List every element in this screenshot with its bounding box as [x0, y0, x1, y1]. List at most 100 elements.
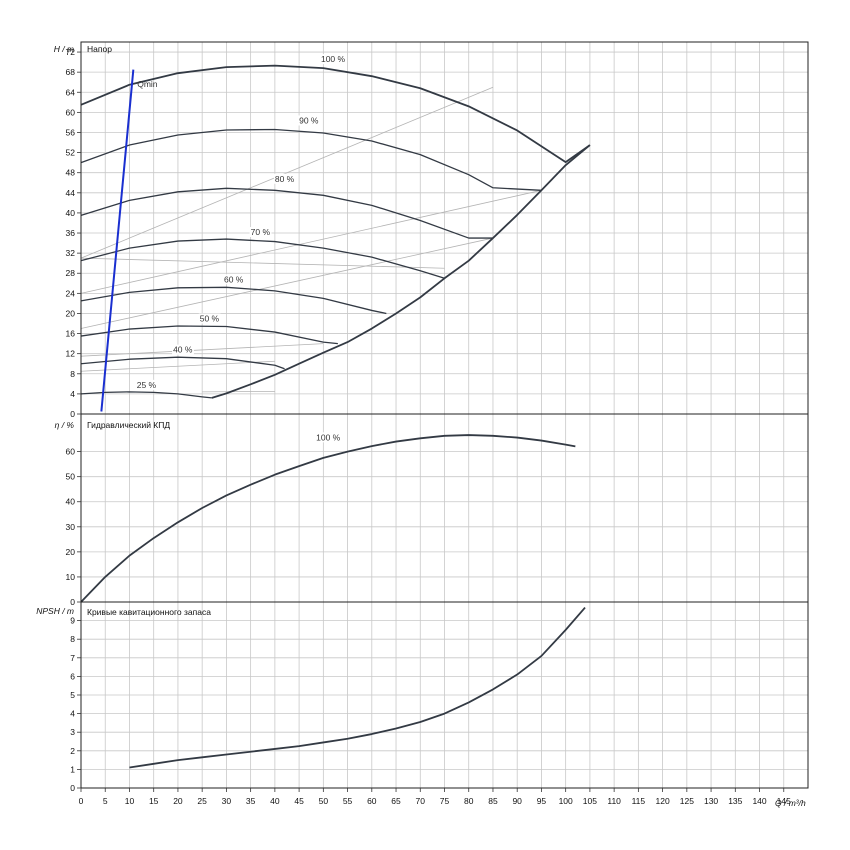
y-tick-label: 40	[66, 497, 76, 507]
y-tick-label: 52	[66, 148, 76, 158]
curve-label: 100 %	[316, 432, 341, 442]
curve-label: Qmin	[137, 79, 158, 89]
speed-curve-70	[80, 238, 445, 279]
y-tick-label: 12	[66, 349, 76, 359]
x-tick-label: 100	[559, 796, 573, 806]
x-tick-label: 40	[270, 796, 280, 806]
curve-label-background	[172, 344, 194, 355]
y-tick-label: 28	[66, 268, 76, 278]
x-tick-label: 10	[125, 796, 135, 806]
efficiency-panel-title: Гидравлический КПД	[87, 420, 170, 430]
y-tick-label: 4	[70, 709, 75, 719]
efficiency-guide-lines	[80, 86, 542, 393]
envelope-curve	[211, 144, 591, 399]
head-axis-label: H / m	[54, 44, 74, 54]
efficiency-curve	[80, 434, 576, 603]
curve-labels: 100 % 90 % 80 % 70 % 60 % 50 % 40 % 25 % Qmin 100…	[135, 54, 347, 443]
x-tick-label: 25	[197, 796, 207, 806]
x-tick-label: 105	[583, 796, 597, 806]
speed-curve-50	[80, 325, 338, 345]
speed-curve-60	[80, 286, 387, 315]
curve-label-background	[319, 54, 347, 65]
speed-curve-90	[80, 128, 542, 191]
curve-label-background	[273, 173, 296, 184]
curve-label: 25 %	[137, 380, 157, 390]
y-tick-label: 56	[66, 127, 76, 137]
x-tick-label: 30	[222, 796, 232, 806]
curves	[80, 64, 591, 769]
tick-labels: 0481216202428323640444852566064687201020…	[66, 47, 792, 806]
x-tick-label: 80	[464, 796, 474, 806]
x-tick-label: 60	[367, 796, 377, 806]
y-tick-label: 64	[66, 87, 76, 97]
x-tick-label: 55	[343, 796, 353, 806]
efficiency-guide-line	[80, 257, 445, 269]
curve-label: 50 %	[200, 314, 220, 324]
y-tick-label: 16	[66, 329, 76, 339]
y-tick-label: 60	[66, 107, 76, 117]
x-tick-label: 110	[607, 796, 621, 806]
x-tick-label: 120	[656, 796, 670, 806]
x-tick-label: 35	[246, 796, 256, 806]
y-tick-label: 6	[70, 671, 75, 681]
y-tick-label: 72	[66, 47, 76, 57]
y-tick-label: 24	[66, 288, 76, 298]
y-tick-label: 20	[66, 547, 76, 557]
y-tick-label: 9	[70, 616, 75, 626]
x-tick-label: 125	[680, 796, 694, 806]
curve-label-background	[198, 313, 221, 324]
curve-label-background	[298, 115, 320, 126]
npsh-panel-title: Кривые кавитационного запаса	[87, 607, 211, 617]
x-tick-label: 75	[440, 796, 450, 806]
x-tick-label: 15	[149, 796, 159, 806]
curve-label: 40 %	[173, 345, 193, 355]
npsh-axis-label: NPSH / m	[36, 606, 74, 616]
curve-label: 70 %	[251, 227, 271, 237]
efficiency-guide-line	[202, 390, 275, 393]
x-tick-label: 135	[728, 796, 742, 806]
y-tick-label: 8	[70, 634, 75, 644]
y-tick-label: 5	[70, 690, 75, 700]
y-tick-label: 10	[66, 572, 76, 582]
efficiency-guide-line	[80, 189, 542, 294]
y-tick-label: 2	[70, 746, 75, 756]
x-tick-label: 65	[391, 796, 401, 806]
efficiency-axis-label: η / %	[55, 420, 75, 430]
x-tick-label: 50	[319, 796, 329, 806]
curve-label-background	[222, 274, 245, 285]
speed-curve-80	[80, 187, 493, 239]
y-tick-label: 0	[70, 409, 75, 419]
y-tick-label: 1	[70, 764, 75, 774]
x-tick-label: 70	[416, 796, 426, 806]
x-tick-label: 0	[79, 796, 84, 806]
x-tick-label: 140	[752, 796, 766, 806]
curve-label-background	[249, 227, 272, 238]
x-tick-label: 20	[173, 796, 183, 806]
qmin-line	[100, 69, 135, 412]
efficiency-guide-line	[80, 360, 275, 372]
curve-label-background	[315, 432, 342, 443]
y-tick-label: 68	[66, 67, 76, 77]
speed-curve-40	[80, 356, 285, 370]
efficiency-guide-line	[80, 237, 494, 329]
speed-curve-25	[80, 391, 212, 399]
y-tick-label: 4	[70, 389, 75, 399]
y-tick-label: 20	[66, 308, 76, 318]
x-tick-label: 115	[632, 796, 646, 806]
curve-label: 90 %	[299, 115, 319, 125]
y-tick-label: 36	[66, 228, 76, 238]
x-tick-label: 90	[512, 796, 522, 806]
y-tick-label: 8	[70, 369, 75, 379]
x-tick-label: 5	[103, 796, 108, 806]
y-tick-label: 0	[70, 783, 75, 793]
x-tick-label: 145	[777, 796, 791, 806]
y-tick-label: 32	[66, 248, 76, 258]
y-tick-label: 48	[66, 168, 76, 178]
efficiency-guide-line	[80, 343, 324, 357]
y-tick-label: 50	[66, 472, 76, 482]
y-tick-label: 7	[70, 653, 75, 663]
y-tick-label: 3	[70, 727, 75, 737]
y-tick-label: 30	[66, 522, 76, 532]
x-tick-label: 85	[488, 796, 498, 806]
